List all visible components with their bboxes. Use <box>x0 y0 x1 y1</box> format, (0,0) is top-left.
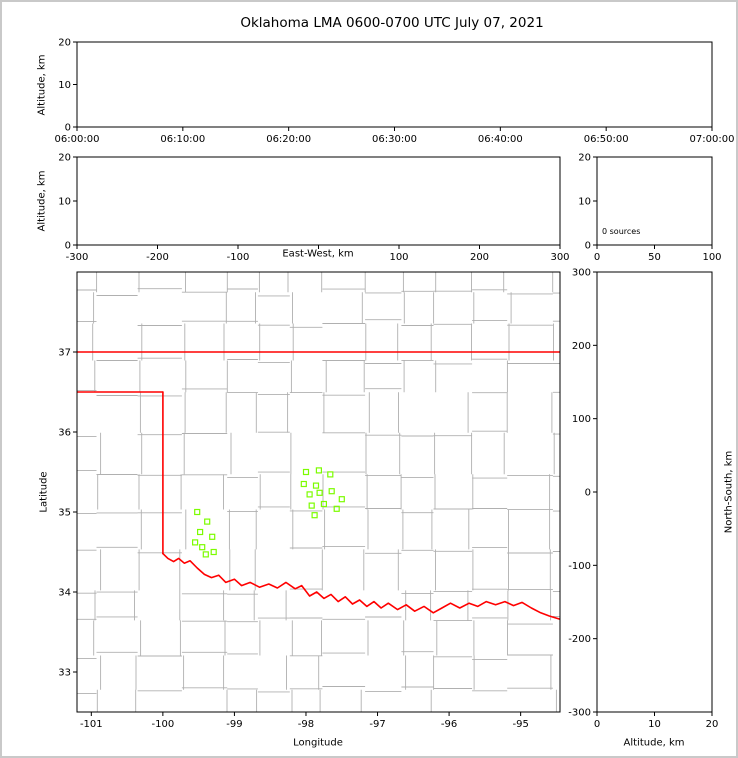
panel-frame-plan_view <box>76 271 561 713</box>
y-tick-label: 0 <box>65 123 71 134</box>
lma-source-point <box>199 544 206 551</box>
y-tick-label: 34 <box>58 588 71 599</box>
y-tick-label: 35 <box>58 508 71 519</box>
x-tick-label: 06:50:00 <box>584 134 629 145</box>
lma-source-point <box>300 480 307 488</box>
x-tick-label: 06:40:00 <box>478 134 523 145</box>
ns-panel-xlabel: Altitude, km <box>623 737 685 749</box>
panel-frame-ns_altitude <box>596 271 713 713</box>
histogram-source-count: 0 sources <box>602 227 641 236</box>
y-tick-label: -300 <box>568 708 591 719</box>
x-tick-label: -101 <box>80 719 103 730</box>
lma-source-point <box>311 512 318 519</box>
lma-source-point <box>210 548 217 556</box>
x-tick-label: -200 <box>146 252 169 263</box>
lma-source-point <box>328 488 335 495</box>
x-tick-label: -99 <box>226 719 242 730</box>
y-tick-label: 300 <box>572 268 591 279</box>
x-tick-label: 06:10:00 <box>160 134 205 145</box>
x-tick-label: 06:30:00 <box>372 134 417 145</box>
lma-source-point <box>327 471 334 478</box>
x-tick-label: 10 <box>648 719 661 730</box>
y-tick-label: 10 <box>578 197 591 208</box>
panel-ew_altitude: -300 -200 -100 100 200 300 0 10 20 <box>58 153 569 264</box>
x-tick-label: -100 <box>152 719 175 730</box>
map-ylabel: Latitude <box>38 471 50 513</box>
y-tick-label: 33 <box>58 668 71 679</box>
map-layers <box>77 272 560 712</box>
x-tick-label: 100 <box>702 252 721 263</box>
y-tick-label: 20 <box>58 38 71 49</box>
y-tick-label: 20 <box>578 153 591 164</box>
panel-plan_view: -101 -100 -99 -98 -97 -96 -95 33 34 35 36 37 <box>58 271 561 730</box>
lma-source-point <box>338 496 345 503</box>
figure-title: Oklahoma LMA 0600-0700 UTC July 07, 2021 <box>240 15 544 31</box>
x-tick-label: 20 <box>706 719 719 730</box>
lma-source-point <box>320 500 327 508</box>
x-tick-label: -97 <box>369 719 385 730</box>
lma-source-point <box>192 539 199 546</box>
x-tick-label: -96 <box>441 719 457 730</box>
x-tick-label: 50 <box>648 252 661 263</box>
lma-source-point <box>315 467 322 474</box>
map-xlabel: Longitude <box>293 737 343 749</box>
lma-source-point <box>308 502 315 509</box>
y-tick-label: 10 <box>58 197 71 208</box>
panel-frame-time_altitude <box>76 41 713 128</box>
y-tick-label: 100 <box>572 414 591 425</box>
y-tick-label: 0 <box>585 241 591 252</box>
lma-source-point <box>316 489 323 496</box>
y-tick-label: 10 <box>58 80 71 91</box>
county-lines <box>77 272 560 712</box>
x-tick-label: -98 <box>298 719 314 730</box>
y-tick-label: 37 <box>58 348 71 359</box>
y-tick-label: -200 <box>568 634 591 645</box>
lma-source-point <box>306 491 313 498</box>
state-border-red-river <box>162 552 560 621</box>
ns-panel-ylabel: North-South, km <box>723 450 735 534</box>
x-tick-label: -100 <box>227 252 250 263</box>
lma-source-point <box>204 518 211 525</box>
y-tick-label: 36 <box>58 428 71 439</box>
panel-frame-ew_altitude <box>76 156 561 246</box>
x-tick-label: 300 <box>550 252 569 263</box>
lma-source-point <box>202 551 209 558</box>
time-panel-ylabel: Altitude, km <box>36 54 48 116</box>
panel-time_altitude: 06:00:00 06:10:00 06:20:00 06:30:00 06:40:00… <box>55 38 735 146</box>
ew-panel-ylabel: Altitude, km <box>36 170 48 232</box>
lma-source-point <box>209 533 216 540</box>
x-tick-label: 06:00:00 <box>55 134 100 145</box>
ew-panel-xlabel: East-West, km <box>282 248 354 260</box>
lma-source-point <box>302 468 310 476</box>
y-tick-label: -100 <box>568 561 591 572</box>
y-tick-label: 0 <box>585 488 591 499</box>
lma-sources <box>192 467 345 558</box>
panel-ns_altitude: 0 10 20 -300 -200 -100 0 100 200 300 <box>568 268 718 731</box>
x-tick-label: -300 <box>66 252 89 263</box>
x-tick-label: 0 <box>594 719 600 730</box>
lma-source-point <box>312 482 320 489</box>
x-tick-label: -95 <box>512 719 528 730</box>
x-tick-label: 0 <box>594 252 600 263</box>
y-tick-label: 20 <box>58 153 71 164</box>
lma-source-point <box>194 508 201 516</box>
x-tick-label: 100 <box>389 252 408 263</box>
x-tick-label: 06:20:00 <box>266 134 311 145</box>
lma-source-point <box>197 528 204 536</box>
x-tick-label: 200 <box>470 252 489 263</box>
lma-source-point <box>333 505 340 512</box>
y-tick-label: 0 <box>65 241 71 252</box>
y-tick-label: 200 <box>572 341 591 352</box>
x-tick-label: 07:00:00 <box>690 134 735 145</box>
panel-altitude_histogram: 0 50 100 0 10 20 <box>578 153 721 264</box>
